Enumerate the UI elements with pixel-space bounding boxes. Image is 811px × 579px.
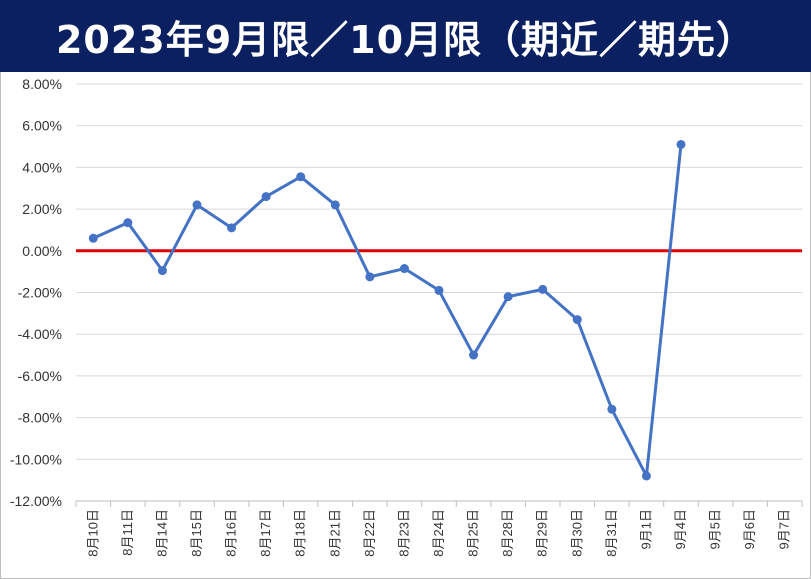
x-tick-label: 8月28日 <box>500 509 515 557</box>
y-tick-label: -2.00% <box>18 285 62 301</box>
y-tick-label: -4.00% <box>18 326 62 342</box>
x-tick-label: 8月16日 <box>224 509 239 557</box>
data-point <box>538 284 548 294</box>
x-tick-label: 8月24日 <box>431 509 446 557</box>
y-tick-label: 8.00% <box>22 76 62 92</box>
x-tick-label: 8月17日 <box>258 509 273 557</box>
x-tick-label: 9月6日 <box>742 509 757 549</box>
y-tick-label: 0.00% <box>22 243 62 259</box>
line-chart: 8.00% 6.00% 4.00% 2.00% 0.00% -2.00% -4.00% -6.… <box>10 76 803 557</box>
data-point <box>261 192 271 202</box>
data-point <box>227 223 237 233</box>
y-tick-label: 4.00% <box>22 159 62 175</box>
data-point <box>296 172 306 182</box>
x-tick-label: 8月23日 <box>396 509 411 557</box>
x-tick-label: 8月18日 <box>293 509 308 557</box>
data-point <box>157 266 167 276</box>
chart-title: 2023年9月限／10月限（期近／期先） <box>55 17 756 62</box>
data-point <box>641 471 651 481</box>
x-tick-label: 8月14日 <box>154 509 169 557</box>
x-tick-label: 8月15日 <box>189 509 204 557</box>
x-tick-label: 8月25日 <box>466 509 481 557</box>
x-tick-label: 9月5日 <box>708 509 723 549</box>
data-point <box>503 292 513 302</box>
x-tick-label: 8月10日 <box>85 509 100 557</box>
y-tick-label: 2.00% <box>22 201 62 217</box>
x-tick-label: 8月31日 <box>604 509 619 557</box>
x-tick-label: 9月4日 <box>673 509 688 549</box>
x-tick-label: 9月7日 <box>777 509 792 549</box>
series-line <box>91 142 683 478</box>
data-point <box>434 285 444 295</box>
y-tick-label: 6.00% <box>22 118 62 134</box>
data-point <box>676 139 686 149</box>
data-point <box>88 233 98 243</box>
data-point <box>365 272 375 282</box>
y-tick-label: -12.00% <box>10 493 62 509</box>
data-point <box>572 315 582 325</box>
data-point <box>330 200 340 210</box>
x-tick-label: 8月21日 <box>327 509 342 557</box>
data-point <box>192 200 202 210</box>
data-point <box>399 264 409 274</box>
data-point <box>607 404 617 414</box>
x-tick-label: 9月1日 <box>638 509 653 549</box>
x-tick-label: 8月29日 <box>535 509 550 557</box>
y-tick-label: -6.00% <box>18 368 62 384</box>
chart-title-bar: 2023年9月限／10月限（期近／期先） <box>0 0 811 72</box>
data-point <box>469 350 479 360</box>
data-point <box>123 218 133 228</box>
y-tick-label: -8.00% <box>18 410 62 426</box>
x-tick-label: 8月30日 <box>569 509 584 557</box>
x-tick-label: 8月11日 <box>120 509 135 556</box>
y-tick-label: -10.00% <box>10 451 62 467</box>
x-tick-label: 8月22日 <box>362 509 377 557</box>
